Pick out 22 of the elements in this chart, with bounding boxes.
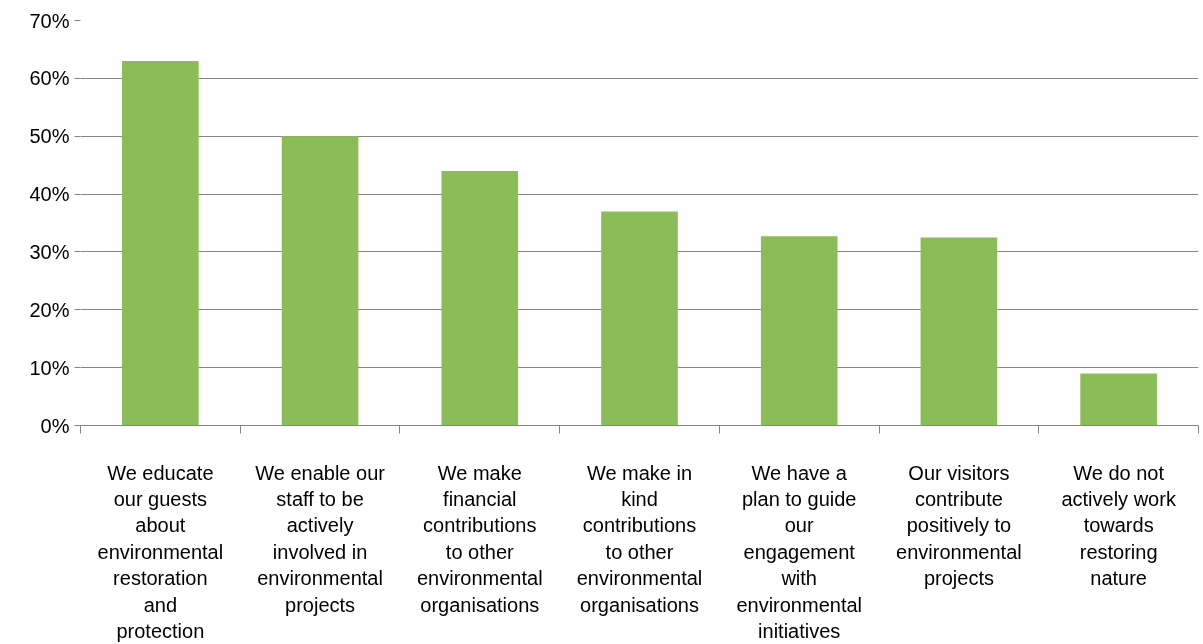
y-tick-label: 40%	[29, 183, 70, 206]
y-tick-label: 10%	[29, 356, 70, 379]
bar	[441, 170, 519, 426]
bar	[601, 211, 678, 426]
bar	[920, 237, 998, 426]
x-tick-label: Our visitors contribute positively to environmental projects	[896, 461, 1022, 590]
x-tick-label: We do not actively work towards restoring nature	[1061, 461, 1177, 590]
y-tick-label: 60%	[29, 67, 70, 90]
y-tick-label: 70%	[29, 9, 70, 32]
bar	[1080, 373, 1157, 426]
bar	[281, 136, 359, 426]
x-tick-label: We enable our staff to be actively involved in environmental projects	[255, 461, 386, 616]
x-tick-label: We make financial contributions to other environmental organisations	[416, 461, 543, 616]
bar	[122, 61, 199, 426]
x-tick-label: We make in kind contributions to other environmental organisations	[576, 461, 703, 616]
y-tick-label: 50%	[29, 125, 70, 148]
bar	[760, 236, 838, 426]
y-tick-label: 20%	[29, 298, 70, 321]
y-tick-label: 30%	[29, 240, 70, 263]
x-tick-label: We educate our guests about environmental restoration and protection	[97, 461, 224, 642]
x-tick-label: We have a plan to guide our engagement with environmental initiatives	[736, 461, 863, 642]
y-tick-label: 0%	[40, 414, 70, 437]
